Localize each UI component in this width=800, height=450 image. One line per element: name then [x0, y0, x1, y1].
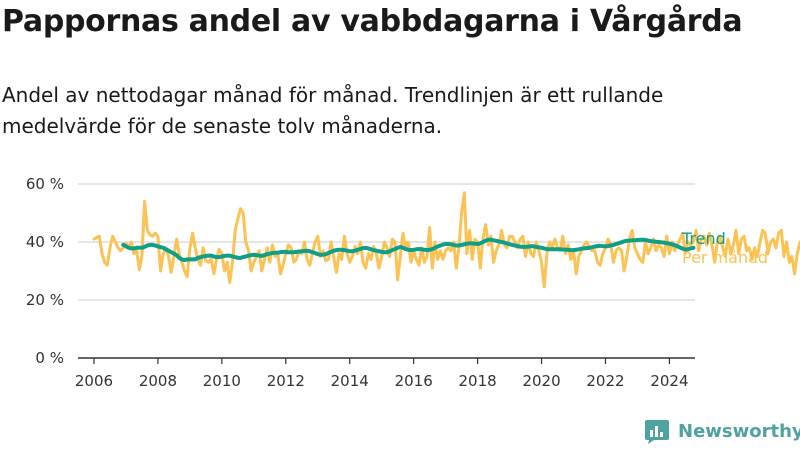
chart-title: Pappornas andel av vabbdagarna i Vårgård…	[2, 4, 743, 39]
x-tick-label: 2006	[75, 372, 113, 390]
y-tick-label: 20 %	[26, 291, 64, 309]
grid-lines: 0 % 20 % 40 % 60 %	[26, 175, 695, 367]
x-tick-label: 2020	[522, 372, 560, 390]
x-axis: 2006 2008 2010 2012 2014 2016 2018 2020 2022 2024	[75, 357, 695, 390]
y-tick-label: 60 %	[26, 175, 64, 193]
x-tick-label: 2022	[586, 372, 624, 390]
monthly-series-line	[92, 191, 800, 289]
x-tick-label: 2016	[395, 372, 433, 390]
trend-series-line	[121, 237, 696, 262]
x-tick-label: 2012	[267, 372, 305, 390]
x-tick-label: 2008	[139, 372, 177, 390]
series-lines	[92, 191, 800, 289]
x-tick-label: 2018	[459, 372, 497, 390]
x-tick-label: 2014	[331, 372, 369, 390]
brand-name: Newsworthy	[678, 420, 800, 442]
newsworthy-brand: Newsworthy	[644, 418, 800, 444]
y-tick-label: 40 %	[26, 233, 64, 251]
chart-subtitle: Andel av nettodagar månad för månad. Tre…	[2, 83, 664, 138]
legend-label-monthly: Per månad	[682, 248, 768, 267]
newsworthy-logo-icon	[645, 420, 669, 444]
x-tick-label: 2024	[650, 372, 688, 390]
y-tick-label: 0 %	[35, 349, 64, 367]
x-tick-label: 2010	[203, 372, 241, 390]
legend-label-trend: Trend	[681, 229, 726, 248]
